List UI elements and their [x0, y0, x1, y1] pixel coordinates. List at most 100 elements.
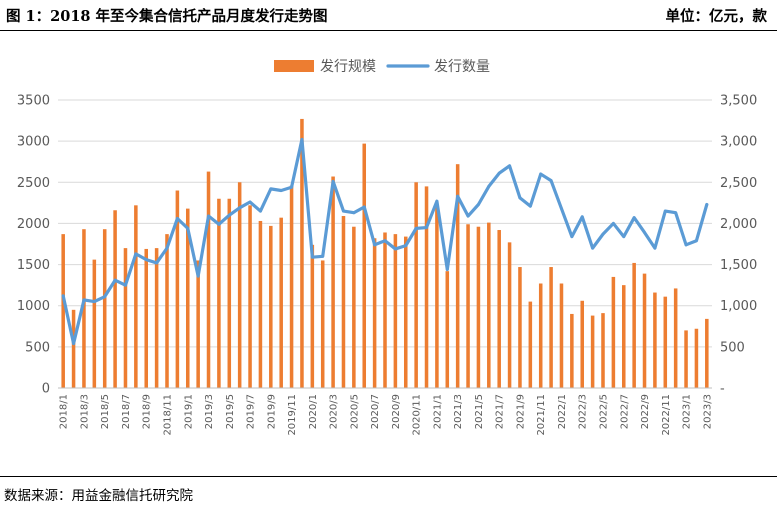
- x-tick-label: 2020/7: [370, 394, 381, 429]
- bar: [248, 205, 252, 388]
- bar: [559, 283, 564, 388]
- bar: [154, 248, 159, 388]
- legend-swatch-bar: [274, 60, 314, 72]
- line-point: [549, 179, 553, 183]
- line-point: [279, 189, 283, 192]
- bar: [269, 225, 273, 388]
- footer-rule: [0, 476, 777, 477]
- bar: [372, 238, 377, 388]
- x-tick-label: 2020/11: [412, 394, 423, 436]
- bar: [414, 182, 418, 388]
- y-left-tick-label: 0: [42, 382, 50, 397]
- line-point: [643, 231, 646, 234]
- bar: [175, 190, 180, 388]
- line-point: [674, 211, 678, 215]
- x-tick-label: 2022/5: [599, 394, 610, 429]
- x-tick-label: 2021/5: [474, 394, 485, 429]
- bar: [528, 301, 533, 388]
- line-point: [404, 244, 408, 248]
- line-point: [259, 209, 262, 213]
- bar: [403, 236, 408, 388]
- bar: [82, 229, 86, 388]
- x-tick-label: 2022/7: [619, 394, 630, 429]
- bar: [653, 292, 657, 388]
- x-tick-label: 2021/11: [536, 394, 547, 436]
- y-left-tick-label: 2000: [17, 217, 50, 232]
- line-point: [227, 213, 231, 217]
- x-tick-label: 2022/1: [557, 394, 568, 429]
- x-tick-label: 2019/7: [246, 394, 257, 429]
- y-left-tick-label: 1500: [17, 258, 50, 273]
- line-point: [528, 204, 532, 208]
- line-point: [539, 172, 543, 176]
- line-point: [425, 226, 428, 229]
- y-left-tick-label: 1000: [17, 299, 50, 314]
- x-tick-label: 2018/7: [121, 394, 132, 429]
- bar: [383, 232, 387, 388]
- y-right-tick-label: 1,000: [720, 299, 757, 314]
- x-tick-label: 2021/7: [495, 394, 506, 429]
- x-tick-label: 2021/3: [453, 394, 464, 429]
- line-point: [497, 171, 501, 175]
- line-point: [393, 247, 397, 251]
- bar: [310, 244, 315, 388]
- line-point: [632, 216, 636, 220]
- line-point: [92, 300, 96, 303]
- bar: [300, 118, 304, 388]
- y-left-tick-label: 500: [25, 340, 50, 355]
- legend-label-issuance-scale: 发行规模: [320, 59, 376, 75]
- bar: [217, 198, 221, 388]
- y-right-tick-label: 2,000: [720, 217, 757, 232]
- bar: [705, 318, 709, 388]
- x-tick-label: 2018/3: [79, 394, 90, 429]
- bar: [673, 288, 678, 388]
- bar: [538, 283, 543, 388]
- line-point: [103, 295, 107, 299]
- bar: [289, 185, 294, 388]
- bar: [331, 176, 335, 388]
- bar: [102, 229, 107, 388]
- x-tick-label: 2020/1: [308, 394, 319, 429]
- x-tick-label: 2020/3: [329, 394, 340, 429]
- bar: [684, 330, 688, 388]
- bar: [601, 313, 605, 388]
- line-point: [134, 252, 138, 256]
- issuance-chart: 0 - 500 500 1000 1,000 1500 1,500 2000 2,000 2500 2…: [17, 59, 757, 436]
- bar-series-issuance-scale: [61, 118, 709, 388]
- y-right-tick-label: 2,500: [720, 176, 757, 191]
- line-point: [653, 246, 657, 250]
- bar: [165, 234, 169, 388]
- bar: [237, 182, 242, 388]
- bar: [123, 248, 128, 388]
- line-point: [663, 209, 667, 213]
- line-point: [310, 255, 314, 259]
- bar: [279, 217, 283, 388]
- bar: [134, 205, 138, 388]
- legend: 发行规模 发行数量: [274, 59, 490, 75]
- line-point: [466, 214, 470, 218]
- bar: [227, 198, 232, 388]
- y-left-tick-label: 3000: [17, 135, 50, 150]
- line-point: [144, 258, 148, 262]
- x-tick-label: 2021/1: [432, 394, 443, 429]
- line-point: [155, 261, 159, 265]
- bar: [445, 271, 450, 388]
- x-tick-label: 2018/9: [142, 394, 153, 429]
- bar: [518, 267, 522, 388]
- bar: [549, 267, 553, 388]
- bar: [580, 300, 585, 388]
- bar: [206, 171, 211, 388]
- bar: [611, 276, 616, 388]
- y-right-tick-label: -: [720, 382, 725, 397]
- bar: [694, 328, 699, 388]
- line-point: [331, 180, 335, 183]
- bar: [61, 234, 65, 388]
- x-tick-label: 2019/9: [266, 394, 277, 429]
- line-point: [622, 235, 626, 238]
- line-point: [383, 239, 387, 243]
- bar: [570, 313, 574, 388]
- line-series-issuance-count: [61, 137, 709, 346]
- line-point: [238, 206, 242, 210]
- line-point: [300, 138, 304, 141]
- line-point: [508, 164, 511, 168]
